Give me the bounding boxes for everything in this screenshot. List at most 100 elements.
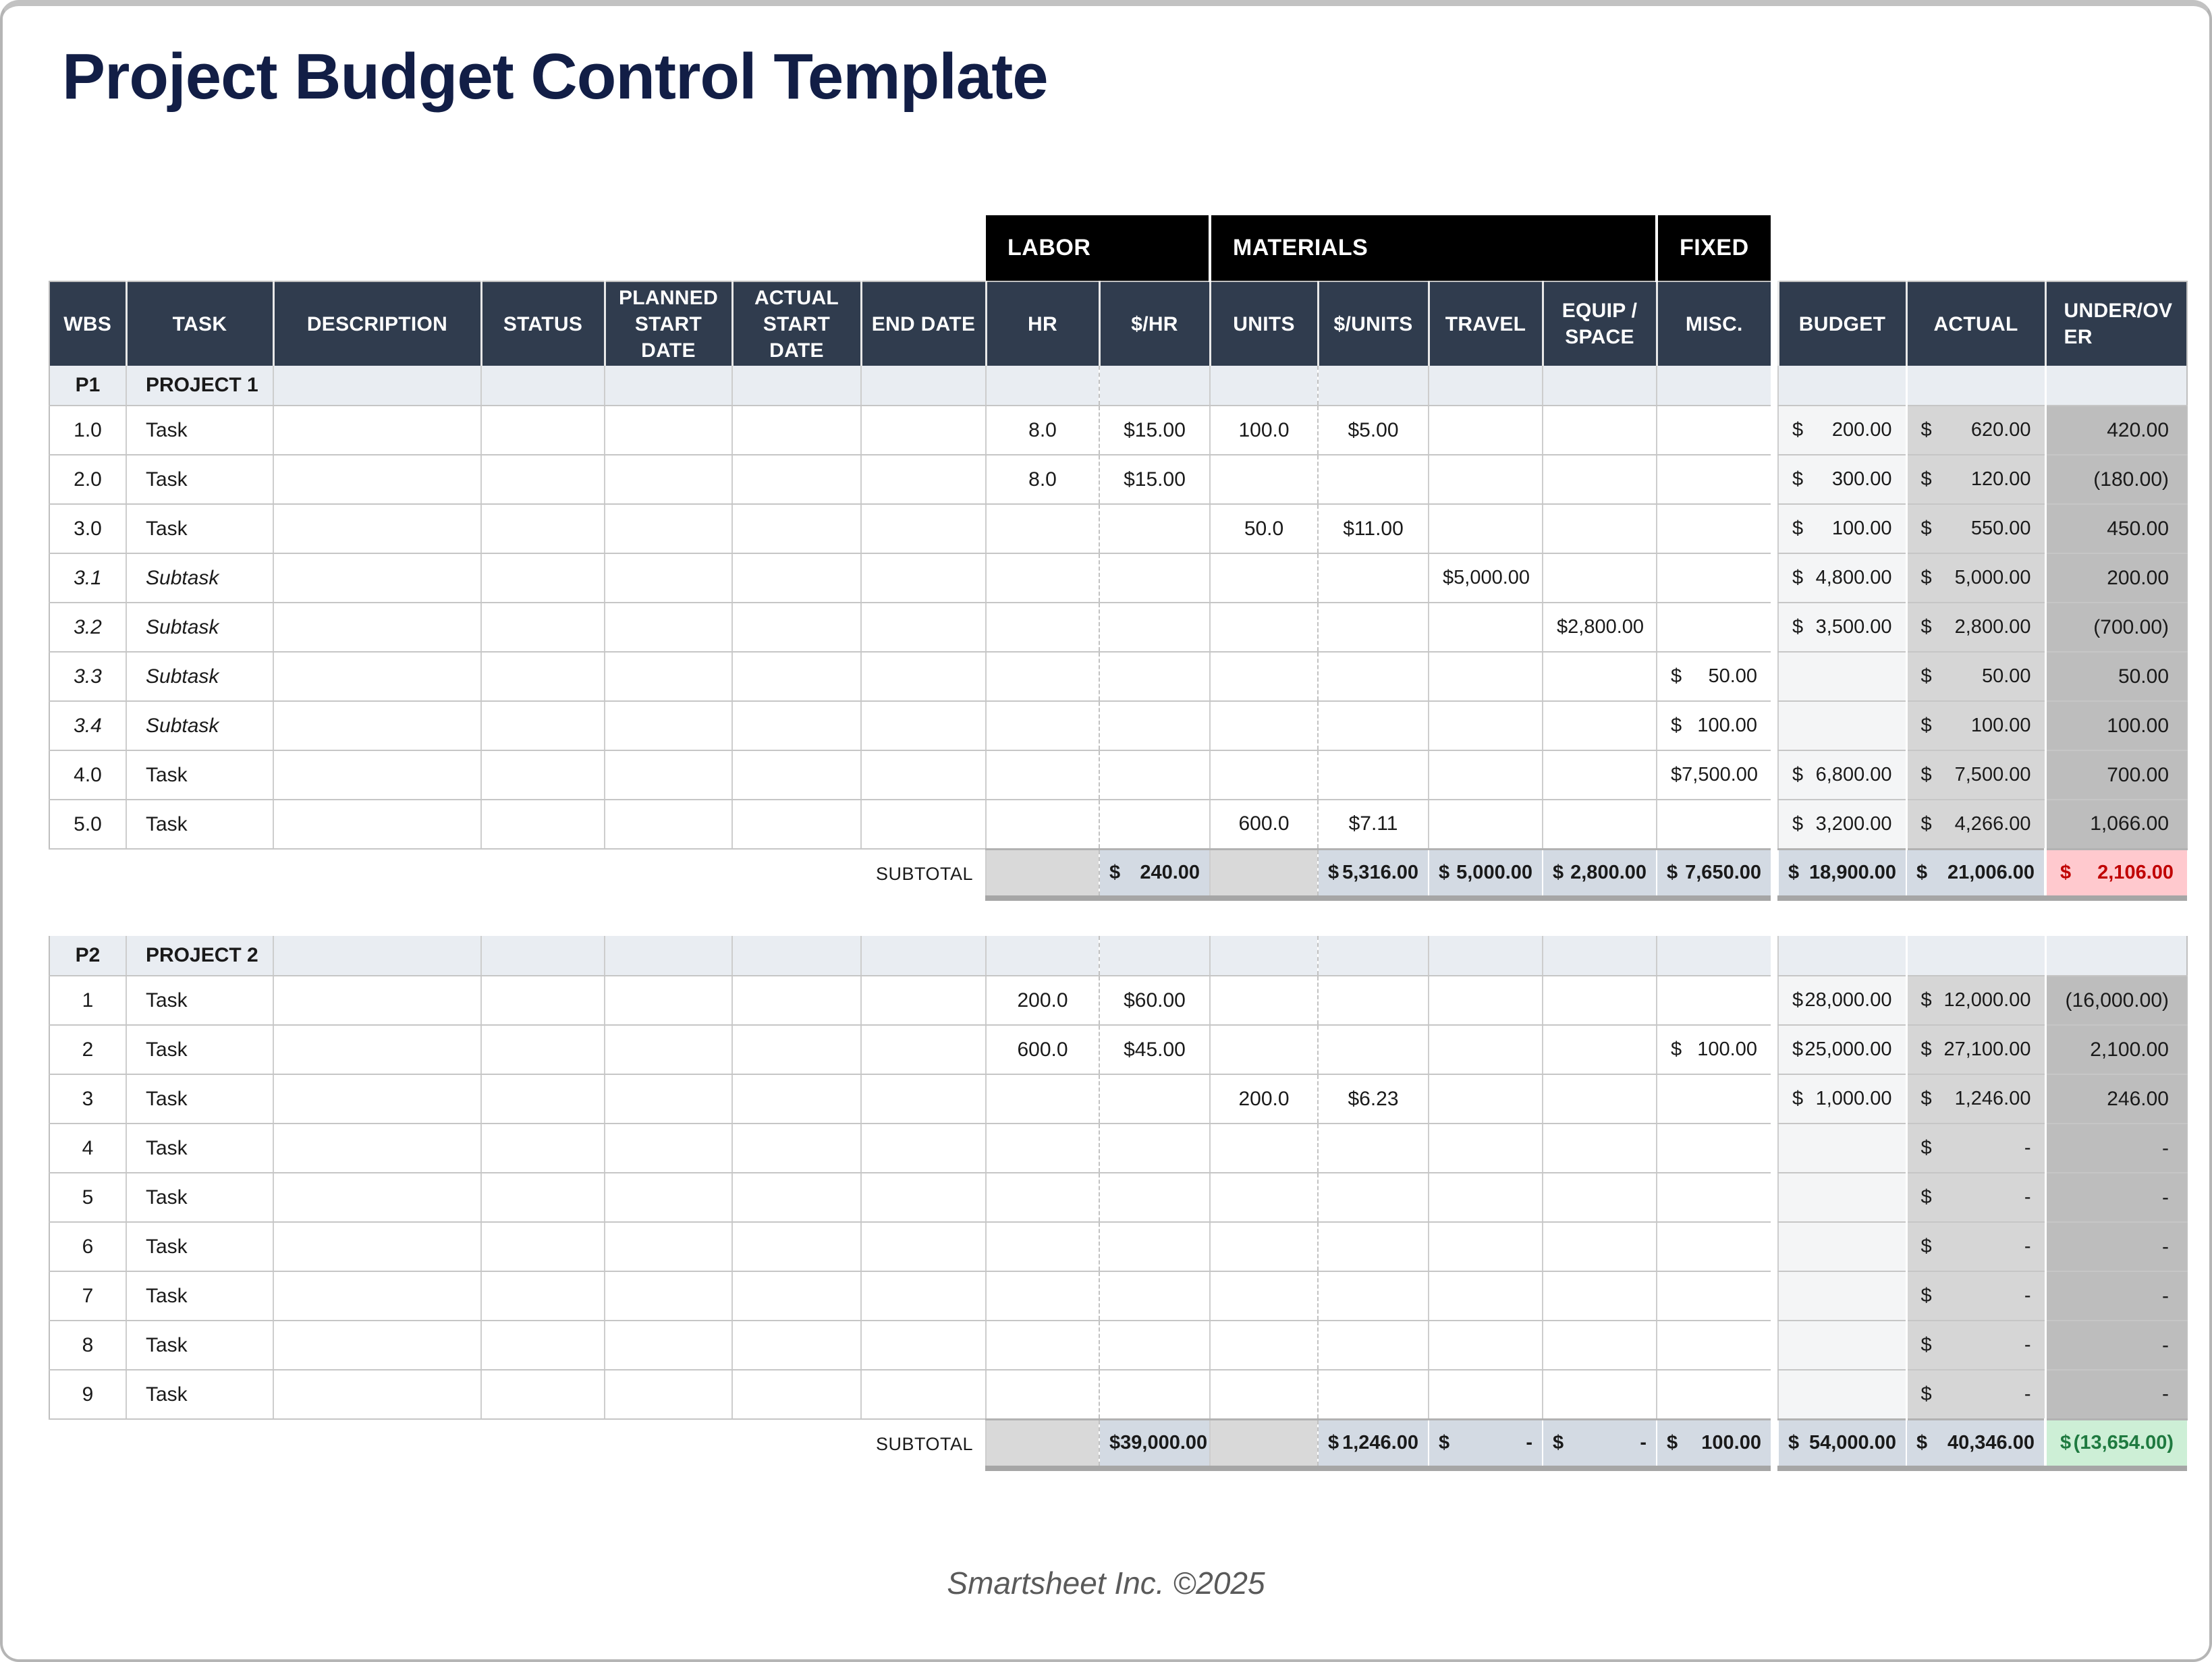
cell-end-date[interactable]	[860, 1370, 986, 1420]
cell-rate-subtotal[interactable]: $39,000.00	[1099, 1418, 1210, 1471]
cell-end-date[interactable]	[860, 750, 986, 800]
cell-misc-subtotal[interactable]: $7,650.00	[1656, 848, 1771, 901]
cell-misc[interactable]	[1656, 603, 1771, 653]
cell-planned-start[interactable]	[604, 1173, 732, 1223]
cell-rate[interactable]	[1098, 800, 1211, 850]
cell-description[interactable]	[273, 1321, 481, 1370]
cell-hr-subtotal[interactable]	[985, 1418, 1099, 1471]
cell-rate[interactable]	[1099, 1321, 1210, 1370]
cell-actual-start[interactable]	[731, 603, 861, 653]
cell-description[interactable]	[273, 603, 481, 653]
cell-actual[interactable]: $ -	[1905, 1370, 2045, 1420]
cell-travel[interactable]	[1428, 750, 1543, 800]
cell-description[interactable]	[273, 1025, 481, 1075]
cell-actual-start[interactable]	[731, 1370, 861, 1420]
cell-under-over[interactable]: 100.00	[2044, 701, 2188, 751]
cell-hr[interactable]	[985, 936, 1099, 976]
cell-under-over[interactable]: -	[2044, 1124, 2188, 1173]
cell-task[interactable]: Subtask	[126, 603, 273, 653]
cell-wbs[interactable]: 6	[49, 1222, 126, 1272]
cell-planned-start[interactable]	[604, 504, 732, 554]
cell-units[interactable]: 200.0	[1209, 1074, 1318, 1124]
cell-equip[interactable]	[1542, 800, 1657, 850]
cell-actual[interactable]: $12,000.00	[1905, 976, 2045, 1026]
cell-end-date[interactable]	[860, 1173, 986, 1223]
cell-description[interactable]	[273, 406, 481, 455]
cell-misc[interactable]: $50.00	[1656, 652, 1771, 702]
cell-travel[interactable]	[1428, 936, 1543, 976]
cell-status[interactable]	[480, 701, 605, 751]
cell-planned-start[interactable]	[604, 800, 732, 850]
cell-actual-start[interactable]	[731, 800, 861, 850]
cell-unit-cost[interactable]	[1317, 366, 1429, 406]
cell-unit-cost[interactable]: $11.00	[1317, 504, 1429, 554]
cell-task[interactable]: Task	[126, 1321, 273, 1370]
cell-units[interactable]	[1209, 936, 1318, 976]
cell-project-name[interactable]: PROJECT 1	[126, 366, 273, 406]
cell-misc[interactable]	[1656, 976, 1771, 1026]
cell-hr[interactable]	[985, 800, 1099, 850]
cell-wbs[interactable]: 2.0	[49, 455, 126, 505]
cell-task[interactable]: Task	[126, 800, 273, 850]
cell-equip[interactable]	[1542, 936, 1657, 976]
cell-status[interactable]	[480, 553, 605, 603]
cell-units[interactable]	[1209, 750, 1319, 800]
cell-equip[interactable]	[1542, 553, 1657, 603]
cell-wbs[interactable]: 1.0	[49, 406, 126, 455]
cell-description[interactable]	[273, 936, 481, 976]
cell-actual-subtotal[interactable]: $40,346.00	[1906, 1418, 2045, 1471]
cell-travel[interactable]	[1428, 1124, 1543, 1173]
cell-description[interactable]	[273, 976, 481, 1026]
cell-status[interactable]	[480, 1124, 605, 1173]
cell-equip[interactable]	[1542, 976, 1657, 1026]
cell-planned-start[interactable]	[604, 701, 732, 751]
cell-end-date[interactable]	[860, 701, 986, 751]
cell-unit-cost[interactable]	[1317, 1222, 1429, 1272]
cell-unit-cost[interactable]: $6.23	[1317, 1074, 1429, 1124]
cell-unit-cost[interactable]	[1317, 750, 1429, 800]
cell-units-subtotal[interactable]	[1209, 1418, 1318, 1471]
cell-description[interactable]	[273, 504, 481, 554]
cell-wbs[interactable]: 7	[49, 1271, 126, 1321]
cell-description[interactable]	[273, 1271, 481, 1321]
cell-units[interactable]	[1209, 701, 1319, 751]
cell-status[interactable]	[480, 366, 605, 406]
cell-task[interactable]: Task	[126, 504, 273, 554]
cell-rate[interactable]: $60.00	[1099, 976, 1210, 1026]
cell-unit-cost[interactable]	[1317, 701, 1429, 751]
cell-misc[interactable]	[1656, 1222, 1771, 1272]
cell-wbs[interactable]: 9	[49, 1370, 126, 1420]
cell-misc[interactable]	[1656, 1321, 1771, 1370]
cell-planned-start[interactable]	[604, 366, 732, 406]
cell-status[interactable]	[480, 1321, 605, 1370]
cell-unit-cost[interactable]	[1317, 455, 1429, 505]
cell-travel[interactable]	[1428, 504, 1543, 554]
cell-status[interactable]	[480, 750, 605, 800]
cell-planned-start[interactable]	[604, 455, 732, 505]
cell-end-date[interactable]	[860, 936, 986, 976]
cell-units[interactable]	[1209, 976, 1318, 1026]
cell-hr[interactable]	[985, 1124, 1099, 1173]
cell-actual[interactable]: $7,500.00	[1905, 750, 2046, 800]
cell-unit-cost[interactable]	[1317, 1124, 1429, 1173]
cell-planned-start[interactable]	[604, 1074, 732, 1124]
cell-misc[interactable]: $100.00	[1656, 1025, 1771, 1075]
cell-unit-cost[interactable]	[1317, 1370, 1429, 1420]
cell-units[interactable]: 100.0	[1209, 406, 1319, 455]
cell-actual-start[interactable]	[731, 701, 861, 751]
cell-actual[interactable]: $620.00	[1905, 406, 2046, 455]
cell-status[interactable]	[480, 1025, 605, 1075]
cell-status[interactable]	[480, 1173, 605, 1223]
cell-rate[interactable]	[1099, 1271, 1210, 1321]
cell-budget[interactable]: $300.00	[1777, 455, 1907, 505]
cell-description[interactable]	[273, 1124, 481, 1173]
cell-actual[interactable]	[1905, 366, 2046, 406]
cell-actual[interactable]: $4,266.00	[1905, 800, 2046, 850]
cell-end-date[interactable]	[860, 1074, 986, 1124]
cell-budget[interactable]	[1777, 1321, 1906, 1370]
cell-end-date[interactable]	[860, 1321, 986, 1370]
cell-hr[interactable]	[985, 1271, 1099, 1321]
cell-under-over[interactable]: 1,066.00	[2044, 800, 2188, 850]
cell-equip[interactable]	[1542, 701, 1657, 751]
cell-hr[interactable]: 600.0	[985, 1025, 1099, 1075]
